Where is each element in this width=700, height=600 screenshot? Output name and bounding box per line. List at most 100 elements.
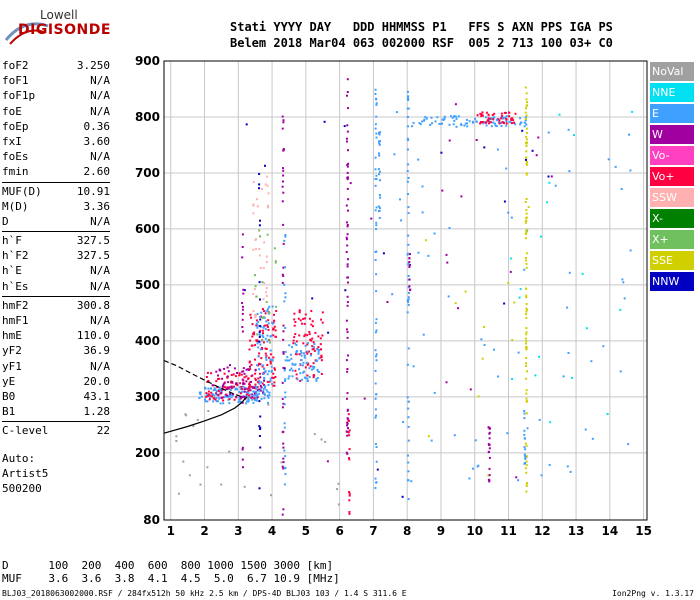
data-point	[254, 377, 257, 380]
data-point	[266, 373, 269, 376]
param-value: N/A	[90, 359, 110, 373]
data-point	[250, 380, 253, 383]
data-point	[218, 377, 221, 380]
data-point	[525, 92, 528, 95]
data-point	[495, 119, 498, 122]
data-point	[266, 334, 269, 337]
data-point	[226, 394, 229, 397]
data-point	[523, 433, 526, 436]
data-point	[493, 348, 495, 351]
data-point	[258, 425, 261, 428]
data-point	[274, 260, 277, 263]
data-point	[317, 335, 320, 338]
data-point	[479, 122, 482, 125]
data-point	[261, 317, 264, 320]
data-point	[259, 415, 262, 418]
x-tick-label: 1	[167, 524, 175, 538]
data-point	[374, 209, 377, 212]
param-name: yF1	[2, 359, 22, 373]
data-point	[524, 257, 527, 259]
data-point	[267, 401, 269, 404]
data-point	[568, 170, 571, 173]
data-point	[464, 122, 467, 125]
data-point	[374, 88, 377, 91]
data-point	[245, 402, 248, 405]
data-point	[408, 266, 411, 268]
data-point	[399, 198, 401, 201]
data-point	[306, 379, 309, 382]
data-point	[211, 395, 213, 398]
y-tick-label: 200	[135, 446, 160, 460]
data-point	[250, 363, 253, 366]
y-tick-label: 500	[135, 278, 160, 292]
x-tick-label: 6	[335, 524, 343, 538]
data-point	[255, 392, 258, 395]
data-point	[242, 367, 245, 370]
data-point	[346, 434, 349, 437]
data-point	[524, 237, 527, 240]
data-point	[254, 394, 257, 397]
data-point	[407, 263, 410, 266]
data-point	[247, 396, 250, 399]
data-point	[270, 369, 273, 372]
param-separator	[2, 231, 110, 233]
param-name: yE	[2, 374, 16, 388]
data-point	[455, 115, 458, 118]
param-value: 327.5	[76, 234, 110, 248]
data-point	[524, 462, 527, 464]
data-point	[247, 399, 250, 402]
data-point	[234, 375, 237, 378]
data-point	[260, 346, 263, 349]
data-point	[523, 446, 526, 449]
data-point	[269, 353, 272, 356]
data-point	[525, 362, 528, 365]
data-point	[219, 402, 222, 405]
data-point	[281, 431, 284, 434]
data-point	[496, 148, 499, 151]
data-point	[538, 355, 541, 358]
param-value: 1.28	[83, 405, 111, 419]
data-point	[266, 340, 269, 343]
legend-item: Vo+	[650, 167, 694, 186]
data-point	[320, 373, 323, 375]
data-point	[483, 146, 486, 149]
data-point	[263, 392, 266, 395]
data-point	[281, 185, 284, 188]
data-point	[321, 311, 324, 314]
data-point	[525, 333, 528, 336]
data-point	[284, 292, 287, 295]
data-point	[263, 316, 266, 319]
data-point	[407, 454, 409, 457]
data-point	[256, 313, 259, 315]
param-name: M(D)	[2, 199, 29, 213]
data-point	[268, 305, 271, 308]
data-point	[526, 131, 528, 134]
data-point	[407, 163, 410, 166]
param-name: hmF2	[2, 298, 29, 312]
data-point	[284, 455, 287, 458]
data-point	[488, 443, 491, 446]
data-point	[525, 389, 528, 392]
data-point	[267, 322, 270, 325]
data-point	[406, 311, 409, 314]
data-point	[602, 345, 605, 348]
data-point	[299, 350, 302, 352]
data-point	[430, 439, 433, 442]
data-point	[547, 131, 550, 134]
data-point	[525, 259, 527, 262]
data-point	[209, 387, 212, 390]
data-point	[417, 251, 420, 254]
data-point	[280, 461, 283, 464]
data-point	[514, 123, 517, 126]
data-point	[534, 374, 537, 377]
data-point	[283, 367, 286, 370]
data-point	[347, 413, 350, 416]
data-point	[219, 389, 222, 392]
data-point	[282, 351, 285, 354]
data-point	[312, 347, 315, 350]
data-point	[255, 339, 258, 342]
param-value: N/A	[90, 314, 110, 327]
data-point	[346, 418, 349, 420]
data-point	[374, 382, 377, 385]
data-point	[215, 393, 218, 396]
